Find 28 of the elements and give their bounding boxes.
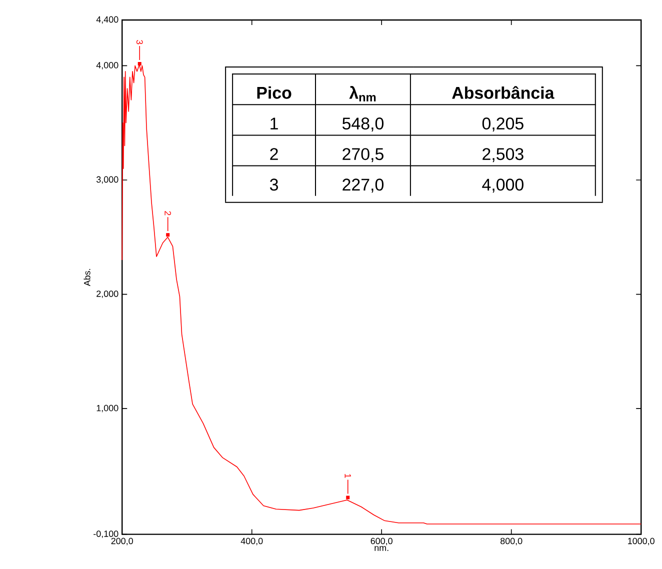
annotation: 2 [164,211,171,216]
x-tick-label: 1000,0 [628,538,654,546]
y-tick-label: -0,100 [94,530,118,538]
annotation: 1 [270,118,278,130]
annotation: 2 [270,148,278,160]
y-tick-label: 4,000 [96,62,118,70]
annotation: 0,205 [482,118,524,132]
y-tick-label: 2,000 [96,290,118,298]
annotation: Pico [257,86,292,99]
annotation: 3 [270,178,278,191]
annotation: 3 [136,40,143,44]
annotation: 270,5 [342,148,384,162]
annotation: 4,000 [482,178,524,193]
y-tick-label: 3,000 [96,176,118,184]
annotation: λ$_{nm}$ [349,86,376,102]
x-tick-label: 800,0 [500,538,522,546]
y-tick-label: 4,400 [96,16,118,24]
x-tick-label: 200,0 [111,538,133,546]
annotation: 227,0 [342,178,384,193]
x-axis-title: nm. [374,546,388,551]
annotation: Absorbância [452,86,554,99]
annotation: 548,0 [342,118,384,132]
x-tick-label: 400,0 [240,538,263,546]
annotation: 2,503 [482,148,524,162]
y-tick-label: 1,000 [96,404,118,412]
x-tick-label: 600,0 [370,538,392,546]
y-axis-title: Abs. [84,268,90,286]
annotation: 1 [344,474,351,478]
